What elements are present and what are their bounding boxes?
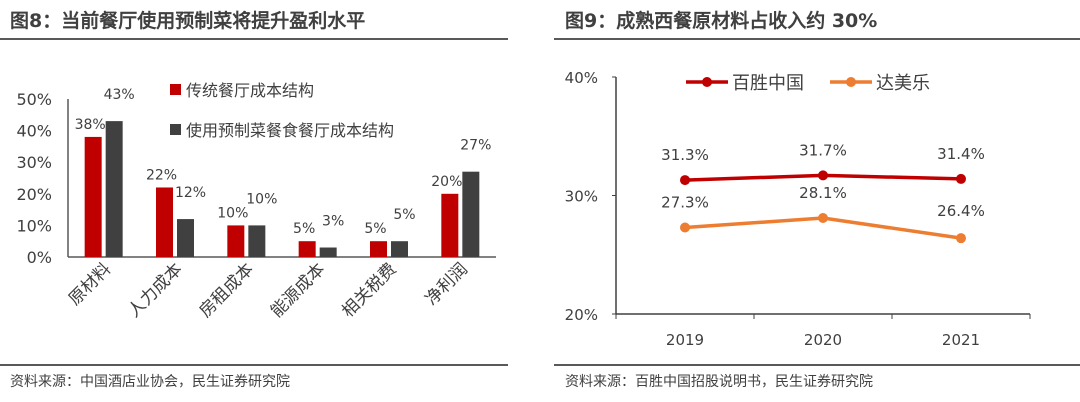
y-tick-label: 20% — [16, 185, 52, 204]
x-tick-label: 房租成本 — [196, 259, 258, 321]
data-label: 10% — [246, 191, 277, 207]
x-tick-label: 原材料 — [65, 259, 115, 309]
data-label: 27% — [460, 138, 491, 154]
divider — [0, 38, 508, 40]
data-point — [818, 213, 828, 224]
x-tick-label: 2019 — [666, 331, 704, 349]
y-tick-label: 40% — [16, 122, 52, 141]
chart-title: 图8：当前餐厅使用预制菜将提升盈利水平 — [10, 10, 366, 32]
data-label: 31.7% — [799, 141, 847, 159]
bar-prepared — [462, 171, 480, 257]
line-chart: 20% 30% 40% 2019 2020 2021 31.3% 31.7% 31.4% 百胜中国… — [565, 69, 1031, 349]
legend-swatch — [170, 84, 181, 95]
bar-prepared — [248, 225, 266, 257]
bar-prepared — [319, 247, 337, 257]
y-tick-label: 40% — [565, 69, 598, 87]
data-point — [818, 170, 828, 181]
data-label: 3% — [322, 214, 344, 230]
divider — [0, 364, 508, 366]
data-label: 10% — [217, 205, 248, 221]
bar-traditional — [298, 241, 316, 257]
bar-chart: 0%10%20%30%40%50%38%43%原材料22%12%人力成本10%1… — [16, 81, 496, 322]
x-tick-label: 相关税费 — [338, 259, 400, 321]
legend-marker — [846, 77, 856, 87]
data-label: 12% — [175, 185, 206, 201]
source-note: 资料来源：百胜中国招股说明书，民生证券研究院 — [565, 374, 873, 390]
bar-traditional — [156, 187, 173, 257]
data-label: 5% — [393, 207, 415, 223]
bar-traditional — [370, 241, 387, 257]
x-tick-label: 2021 — [942, 331, 980, 349]
legend-swatch — [170, 124, 181, 135]
legend-label: 达美乐 — [876, 73, 930, 94]
data-label: 5% — [364, 221, 386, 237]
y-tick-label: 50% — [16, 90, 52, 109]
divider — [554, 364, 1080, 366]
bar-prepared — [177, 219, 194, 257]
bar-prepared — [391, 241, 408, 257]
legend-label: 传统餐厅成本结构 — [186, 81, 314, 100]
bar-traditional — [227, 225, 245, 257]
bar-prepared — [105, 121, 123, 258]
panel-fig9: 图9：成熟西餐原材料占收入约 30% 20% 30% 40% 2019 2020 2021… — [540, 0, 1080, 402]
x-tick-label: 净利润 — [422, 259, 472, 309]
panel-fig8: 图8：当前餐厅使用预制菜将提升盈利水平 0% 10% 20% 30% 40% 50% 38%… — [0, 10, 508, 390]
data-label: 28.1% — [799, 184, 847, 202]
data-label: 31.4% — [937, 145, 985, 163]
data-label: 27.3% — [661, 193, 709, 211]
x-tick-label: 2020 — [804, 331, 842, 349]
legend-label: 百胜中国 — [732, 73, 804, 94]
data-label: 26.4% — [937, 202, 985, 220]
data-point — [956, 233, 966, 244]
data-label: 20% — [431, 174, 462, 190]
chart-title: 图9：成熟西餐原材料占收入约 30% — [565, 10, 878, 32]
y-tick-label: 0% — [27, 248, 52, 267]
bar-traditional — [441, 193, 459, 257]
bar-traditional — [84, 136, 102, 257]
data-point — [956, 173, 966, 184]
source-note: 资料来源：中国酒店业协会，民生证券研究院 — [10, 374, 290, 390]
legend-label: 使用预制菜餐食餐厅成本结构 — [186, 121, 394, 140]
data-label: 31.3% — [661, 146, 709, 164]
data-point — [680, 175, 690, 186]
y-tick-label: 10% — [16, 216, 52, 235]
data-label: 38% — [75, 117, 106, 133]
data-label: 43% — [104, 87, 135, 103]
data-label: 5% — [293, 221, 315, 237]
y-tick-label: 30% — [16, 153, 52, 172]
data-point — [680, 222, 690, 233]
x-tick-label: 人力成本 — [124, 259, 186, 321]
legend-marker — [702, 77, 712, 87]
y-tick-label: 30% — [565, 188, 598, 206]
x-tick-label: 能源成本 — [267, 259, 329, 321]
y-tick-label: 20% — [565, 306, 598, 324]
divider — [554, 38, 1080, 40]
data-label: 22% — [146, 167, 177, 183]
